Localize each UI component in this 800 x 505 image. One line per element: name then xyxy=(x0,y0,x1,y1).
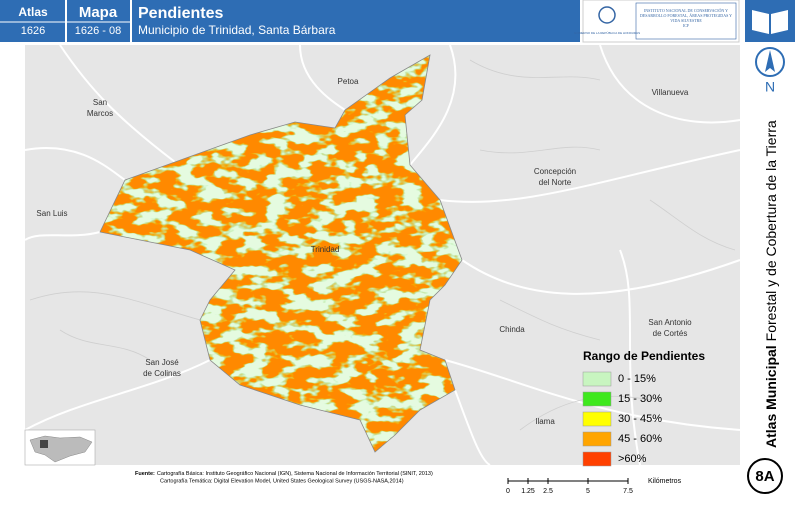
scale-label: 0 xyxy=(506,488,510,495)
scale-label: 1.25 xyxy=(521,488,535,495)
legend-label: 0 - 15% xyxy=(618,373,656,385)
legend-label: 45 - 60% xyxy=(618,433,662,445)
place-label: Concepción xyxy=(534,167,576,176)
side-title-bold: Atlas Municipal xyxy=(763,345,779,448)
legend-swatch xyxy=(582,451,612,467)
place-label: de Colinas xyxy=(143,369,181,378)
sheet-label: 8A xyxy=(755,468,774,485)
scale-label: 2.5 xyxy=(543,488,553,495)
source-label: Fuente: xyxy=(135,471,155,477)
scale-unit: Kilómetros xyxy=(648,478,682,485)
side-title-regular: Forestal y de Cobertura de la Tierra xyxy=(763,120,779,341)
place-label: San xyxy=(93,98,107,107)
inset-location xyxy=(40,440,48,448)
scale-label: 7.5 xyxy=(623,488,633,495)
municipality-outline xyxy=(99,54,463,453)
sheet-circle xyxy=(747,458,783,494)
map-label: Mapa xyxy=(79,4,118,21)
map-title: Pendientes xyxy=(138,5,223,22)
legend-label: 30 - 45% xyxy=(618,413,662,425)
place-label: San Antonio xyxy=(648,318,692,327)
legend-title: Rango de Pendientes xyxy=(583,349,705,363)
legend-label: >60% xyxy=(618,453,647,465)
government-name: GOBIERNO DE LA REPÚBLICA DE HONDURAS xyxy=(574,30,640,35)
map-code: 1626 - 08 xyxy=(75,25,121,37)
atlas-code: 1626 xyxy=(21,25,45,37)
place-label: de Cortés xyxy=(653,329,688,338)
place-label: Marcos xyxy=(87,109,113,118)
legend: Rango de Pendientes 0 - 15% 15 - 30% 30 - … xyxy=(582,349,705,467)
north-arrow xyxy=(765,50,775,72)
place-label: del Norte xyxy=(539,178,572,187)
place-label: Villanueva xyxy=(652,88,689,97)
north-label: N xyxy=(765,79,775,95)
book-icon xyxy=(752,10,788,34)
place-label: Chinda xyxy=(499,325,525,334)
legend-swatch xyxy=(582,371,612,387)
place-label: Petoa xyxy=(338,77,359,86)
place-label: San Luis xyxy=(36,209,67,218)
legend-label: 15 - 30% xyxy=(618,393,662,405)
legend-swatch xyxy=(582,391,612,407)
scale-bar: 0 1.25 2.5 5 7.5 Kilómetros xyxy=(506,478,682,495)
header-bar xyxy=(0,0,580,42)
scale-label: 5 xyxy=(586,488,590,495)
place-label: Ilama xyxy=(535,417,555,426)
atlas-label: Atlas xyxy=(18,5,48,19)
source-line1: Cartografía Básica: Instituto Geográfico… xyxy=(157,471,433,477)
place-labels: Petoa San Marcos Villanueva Concepción del No… xyxy=(36,77,692,426)
source-text: Fuente: Cartografía Básica: Instituto Geo… xyxy=(135,471,433,477)
government-emblem xyxy=(598,6,616,24)
place-label: San José xyxy=(145,358,179,367)
map-subtitle: Municipio de Trinidad, Santa Bárbara xyxy=(138,23,336,37)
source-line2: Cartografía Temática: Digital Elevation … xyxy=(160,478,404,484)
legend-swatch xyxy=(582,411,612,427)
institute-box xyxy=(635,2,737,40)
boundaries xyxy=(24,44,741,466)
side-title: Atlas Municipal Forestal y de Cobertura d… xyxy=(763,120,779,448)
place-label: Trinidad xyxy=(311,245,340,254)
roads xyxy=(29,59,736,431)
institute-text: INSTITUTO NACIONAL DE CONSERVACIÓN Y DES… xyxy=(639,8,733,28)
legend-swatch xyxy=(582,431,612,447)
institute-short: ICF xyxy=(682,23,690,28)
institute-name: INSTITUTO NACIONAL DE CONSERVACIÓN Y DES… xyxy=(639,8,733,23)
